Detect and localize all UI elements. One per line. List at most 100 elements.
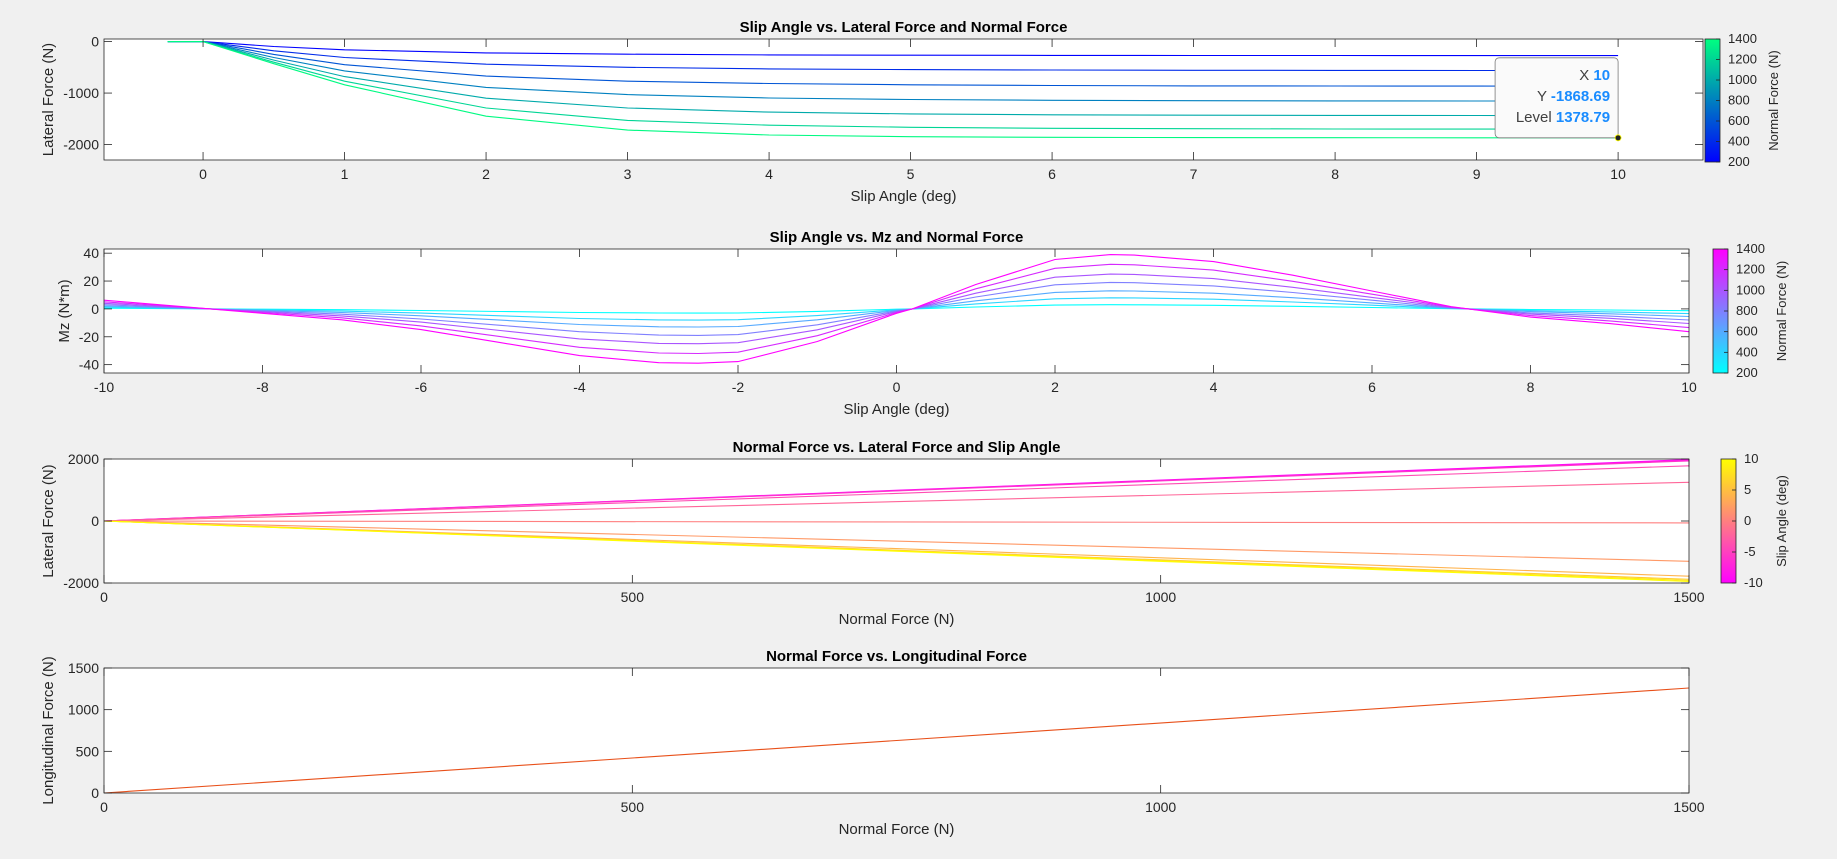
colorbar-tick-label: 600 bbox=[1728, 113, 1750, 128]
colorbar-tick-label: 200 bbox=[1736, 365, 1758, 380]
x-axis-label: Slip Angle (deg) bbox=[844, 401, 950, 418]
colorbar-tick-label: 600 bbox=[1736, 324, 1758, 339]
x-axis-label: Normal Force (N) bbox=[839, 611, 955, 628]
x-tick-label: 4 bbox=[1210, 379, 1218, 395]
datatip-label: Level bbox=[1516, 109, 1556, 126]
x-tick-label: 3 bbox=[624, 166, 632, 182]
x-tick-label: 4 bbox=[765, 166, 773, 182]
y-tick-label: 0 bbox=[91, 785, 99, 801]
datatip-value: 10 bbox=[1593, 67, 1610, 84]
y-tick-label: 1000 bbox=[68, 702, 99, 718]
x-tick-label: 1500 bbox=[1673, 589, 1704, 605]
series-line-5 bbox=[104, 481, 1689, 522]
x-tick-label: 1500 bbox=[1673, 799, 1704, 815]
x-tick-label: 0 bbox=[100, 799, 108, 815]
chart-title: Normal Force vs. Longitudinal Force bbox=[766, 648, 1027, 665]
y-tick-label: 0 bbox=[91, 513, 99, 529]
series-line-2 bbox=[167, 41, 1619, 72]
colorbar: 1400 1200 1000 800 600 400 200 Normal Force (N) bbox=[1704, 31, 1781, 169]
chart-title: Slip Angle vs. Lateral Force and Normal … bbox=[740, 19, 1068, 36]
x-tick-label: 500 bbox=[621, 799, 645, 815]
colorbar-tick-label: 400 bbox=[1728, 134, 1750, 149]
series-line-1 bbox=[167, 41, 1619, 57]
chart-4: 0 500 1000 1500 1500 1000 500 0 Normal Force vs.… bbox=[40, 648, 1705, 838]
y-tick-label: -2000 bbox=[63, 575, 99, 591]
colorbar-tick-label: 800 bbox=[1736, 303, 1758, 318]
series-group bbox=[104, 254, 1689, 364]
x-tick-label: 5 bbox=[907, 166, 915, 182]
x-axis-label: Slip Angle (deg) bbox=[851, 188, 957, 205]
series-line-1 bbox=[104, 687, 1689, 793]
x-tick-label: 9 bbox=[1473, 166, 1481, 182]
x-tick-label: -4 bbox=[573, 379, 586, 395]
colorbar-label: Normal Force (N) bbox=[1774, 261, 1789, 361]
series-line-5 bbox=[167, 41, 1619, 117]
x-tick-label: -8 bbox=[256, 379, 269, 395]
datatip-value: 1378.79 bbox=[1556, 109, 1610, 126]
colorbar-tick-label: 200 bbox=[1728, 154, 1750, 169]
x-tick-label: -2 bbox=[732, 379, 745, 395]
y-tick-label: -2000 bbox=[63, 137, 99, 153]
datatip-label: X bbox=[1579, 67, 1593, 84]
x-tick-label: 1000 bbox=[1145, 589, 1176, 605]
series-line-4 bbox=[104, 465, 1689, 522]
y-tick-label: 2000 bbox=[68, 451, 99, 467]
y-tick-label: 20 bbox=[83, 273, 99, 289]
axes-frame bbox=[103, 38, 1704, 161]
y-axis-label: Lateral Force (N) bbox=[40, 43, 57, 156]
series-line-3 bbox=[104, 460, 1689, 522]
y-tick-label: 0 bbox=[91, 34, 99, 50]
colorbar-tick-label: 1400 bbox=[1728, 31, 1757, 46]
colorbar-label: Normal Force (N) bbox=[1766, 50, 1781, 150]
datatip-row: X 10 bbox=[1579, 67, 1610, 84]
chart-title: Normal Force vs. Lateral Force and Slip … bbox=[733, 439, 1061, 456]
x-tick-label: 2 bbox=[1051, 379, 1059, 395]
x-tick-label: 10 bbox=[1610, 166, 1626, 182]
colorbar: 10 5 0 -5 -10 Slip Angle (deg) bbox=[1720, 451, 1789, 590]
series-line-4 bbox=[167, 41, 1619, 102]
x-tick-label: 0 bbox=[100, 589, 108, 605]
colorbar-tick-label: 10 bbox=[1744, 451, 1758, 466]
y-tick-label: 0 bbox=[91, 301, 99, 317]
datatip-marker bbox=[1614, 134, 1622, 142]
datatip-value: -1868.69 bbox=[1551, 88, 1610, 105]
colorbar-label: Slip Angle (deg) bbox=[1774, 475, 1789, 567]
x-tick-label: 500 bbox=[621, 589, 645, 605]
axes-frame bbox=[103, 667, 1690, 794]
x-tick-label: 6 bbox=[1048, 166, 1056, 182]
y-tick-label: 500 bbox=[76, 743, 100, 759]
datatip-box bbox=[1494, 57, 1619, 139]
y-axis-label: Mz (N*m) bbox=[56, 279, 73, 342]
y-tick-label: 1500 bbox=[68, 660, 99, 676]
colorbar-tick-label: 800 bbox=[1728, 93, 1750, 108]
y-tick-label: -1000 bbox=[63, 85, 99, 101]
colorbar-tick-label: -10 bbox=[1744, 575, 1763, 590]
x-axis-label: Normal Force (N) bbox=[839, 821, 955, 838]
x-tick-label: 2 bbox=[482, 166, 490, 182]
x-tick-label: -10 bbox=[94, 379, 114, 395]
series-line-11 bbox=[104, 520, 1689, 583]
x-tick-label: -6 bbox=[415, 379, 428, 395]
x-tick-label: 1 bbox=[341, 166, 349, 182]
series-line-7 bbox=[104, 254, 1689, 364]
x-tick-label: 8 bbox=[1527, 379, 1535, 395]
plot-area bbox=[104, 668, 1689, 793]
series-line-3 bbox=[167, 41, 1619, 87]
colorbar-tick-label: 1200 bbox=[1728, 52, 1757, 67]
y-tick-label: -40 bbox=[79, 357, 99, 373]
y-tick-label: 40 bbox=[83, 245, 99, 261]
y-tick-label: -20 bbox=[79, 329, 99, 345]
colorbar-tick-label: -5 bbox=[1744, 544, 1756, 559]
series-group bbox=[104, 687, 1689, 793]
colorbar-tick-label: 400 bbox=[1736, 344, 1758, 359]
series-line-6 bbox=[167, 41, 1619, 130]
series-line-7 bbox=[167, 41, 1619, 139]
datatip-row: Y -1868.69 bbox=[1537, 88, 1610, 105]
x-tick-label: 7 bbox=[1190, 166, 1198, 182]
x-tick-label: 10 bbox=[1681, 379, 1697, 395]
series-group bbox=[104, 459, 1689, 583]
datatip: X 10 Y -1868.69 Level 1378.79 bbox=[1494, 57, 1622, 142]
datatip-label: Y bbox=[1537, 88, 1551, 105]
